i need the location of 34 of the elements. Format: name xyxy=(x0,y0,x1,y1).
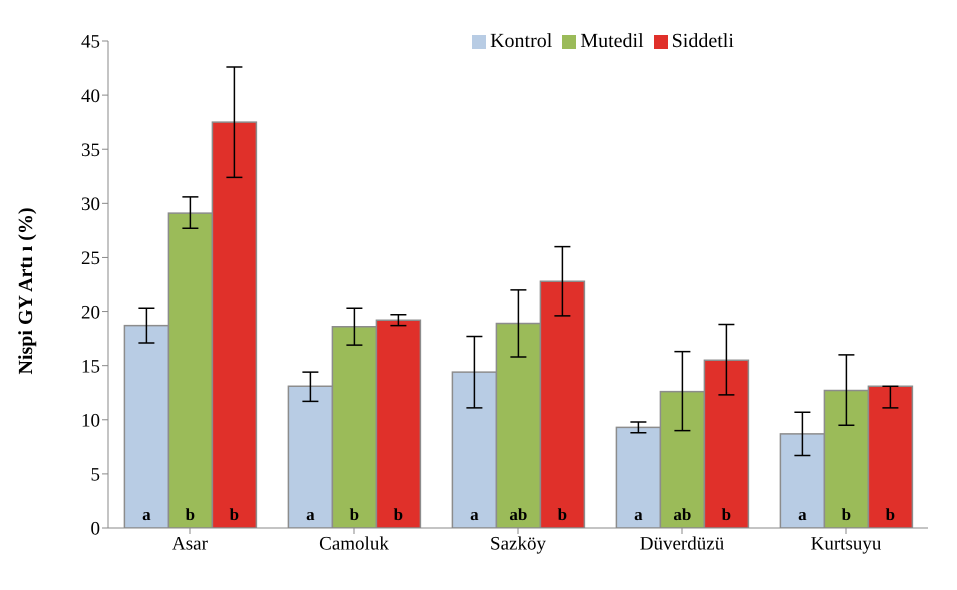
data-label: b xyxy=(394,505,404,524)
y-tick-label: 35 xyxy=(81,140,100,161)
data-label: a xyxy=(634,505,644,524)
data-label: a xyxy=(470,505,480,524)
data-label: b xyxy=(186,505,196,524)
legend-label: Kontrol xyxy=(490,30,552,52)
data-label: a xyxy=(306,505,316,524)
data-label: b xyxy=(230,505,240,524)
data-label: ab xyxy=(509,505,528,524)
x-tick-label: Düverdüzü xyxy=(640,533,725,554)
data-label: b xyxy=(722,505,732,524)
data-label: a xyxy=(798,505,808,524)
data-label: b xyxy=(842,505,852,524)
y-tick-label: 40 xyxy=(81,86,100,107)
x-tick-label: Camoluk xyxy=(319,533,390,554)
data-label: a xyxy=(142,505,152,524)
x-tick-label: Asar xyxy=(172,533,209,554)
data-label: b xyxy=(350,505,360,524)
y-tick-label: 10 xyxy=(81,410,100,432)
y-tick-label: 0 xyxy=(90,518,100,540)
y-axis-title: Nispi GY Artı ı (%) xyxy=(15,207,38,374)
legend-label: Mutedil xyxy=(580,30,644,52)
data-label: b xyxy=(886,505,896,524)
y-tick-label: 20 xyxy=(81,302,100,324)
y-tick-label: 15 xyxy=(81,356,100,378)
legend-label: Siddetli xyxy=(672,30,734,52)
y-tick-label: 25 xyxy=(81,248,100,270)
data-label: b xyxy=(558,505,568,524)
y-tick-label: 45 xyxy=(81,32,100,53)
y-tick-label: 30 xyxy=(81,194,100,216)
y-tick-label: 5 xyxy=(90,464,100,486)
data-label: ab xyxy=(673,505,692,524)
x-tick-label: Sazköy xyxy=(490,533,546,554)
x-tick-label: Kurtsuyu xyxy=(810,533,882,554)
